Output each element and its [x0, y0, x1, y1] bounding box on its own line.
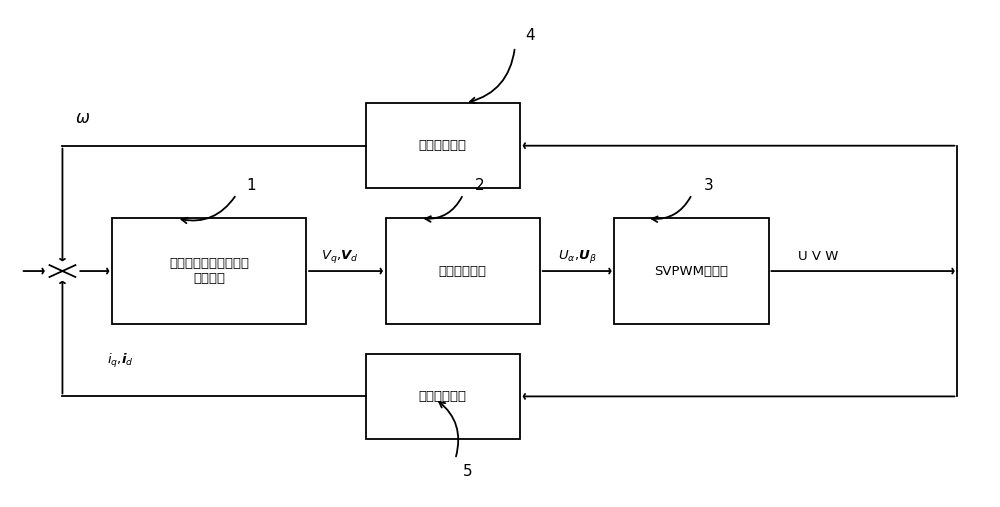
Text: 4: 4 — [525, 28, 535, 43]
Text: 坐标变换单元: 坐标变换单元 — [439, 265, 487, 277]
Text: 转速检测单元: 转速检测单元 — [419, 139, 467, 152]
Text: 有限时间动态面位置跟
踪控制器: 有限时间动态面位置跟 踪控制器 — [169, 257, 249, 285]
Text: 电流检测单元: 电流检测单元 — [419, 390, 467, 403]
FancyBboxPatch shape — [366, 354, 520, 439]
Text: 5: 5 — [463, 464, 473, 479]
Text: 2: 2 — [475, 178, 485, 193]
Text: SVPWM逆变器: SVPWM逆变器 — [654, 265, 728, 277]
Text: U V W: U V W — [798, 249, 839, 263]
Text: $V_q$,$\boldsymbol{V}_d$: $V_q$,$\boldsymbol{V}_d$ — [321, 247, 359, 265]
Text: 3: 3 — [704, 178, 714, 193]
FancyBboxPatch shape — [366, 103, 520, 188]
Text: $U_\alpha$,$\boldsymbol{U}_\beta$: $U_\alpha$,$\boldsymbol{U}_\beta$ — [558, 247, 597, 265]
FancyBboxPatch shape — [112, 219, 306, 323]
FancyBboxPatch shape — [386, 219, 540, 323]
Text: $i_q$,$\boldsymbol{i}_d$: $i_q$,$\boldsymbol{i}_d$ — [107, 352, 134, 370]
FancyBboxPatch shape — [614, 219, 769, 323]
Text: 1: 1 — [247, 178, 256, 193]
Text: $\omega$: $\omega$ — [75, 109, 91, 127]
